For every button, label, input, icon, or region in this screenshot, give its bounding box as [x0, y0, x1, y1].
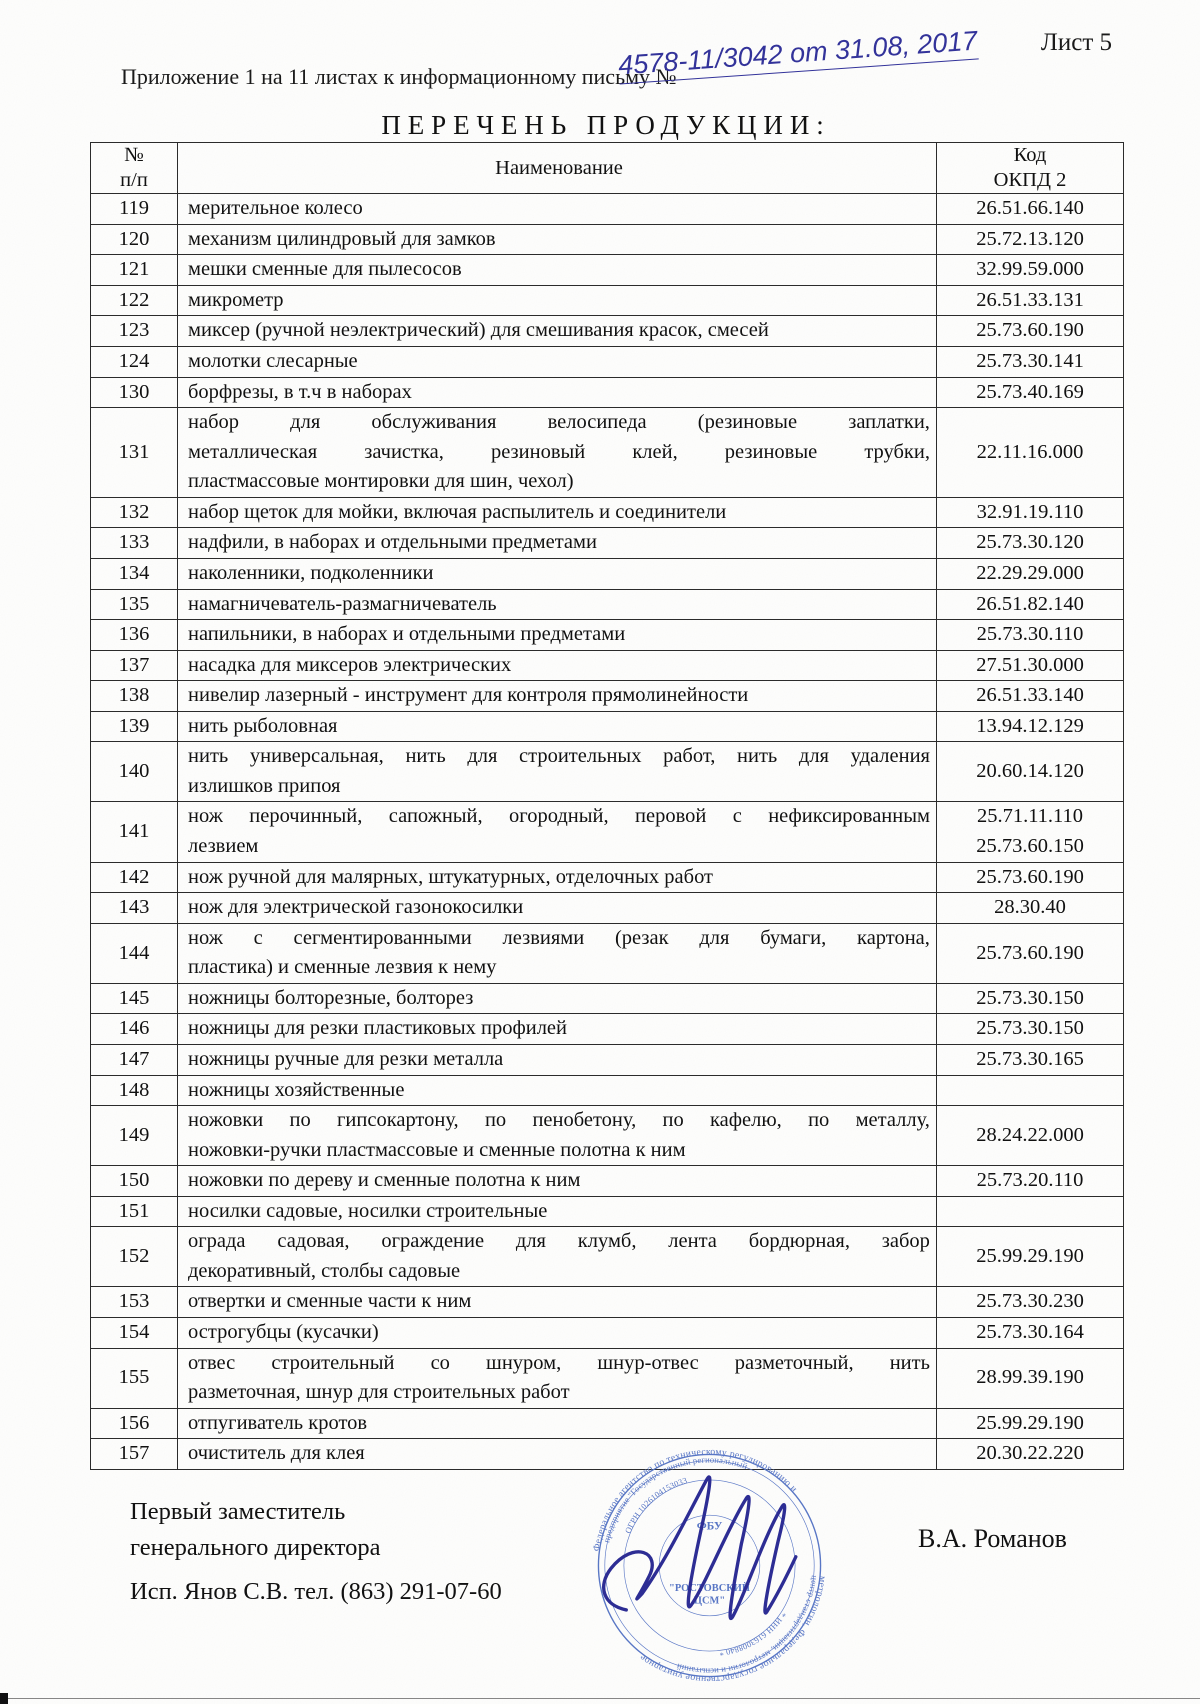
svg-text:ЦСМ": ЦСМ" [694, 1596, 725, 1607]
svg-text:"РОСТОВСКИЙ: "РОСТОВСКИЙ [669, 1582, 750, 1594]
svg-text:предприятие "Государственный р: предприятие "Государственный региональны… [601, 1454, 749, 1543]
